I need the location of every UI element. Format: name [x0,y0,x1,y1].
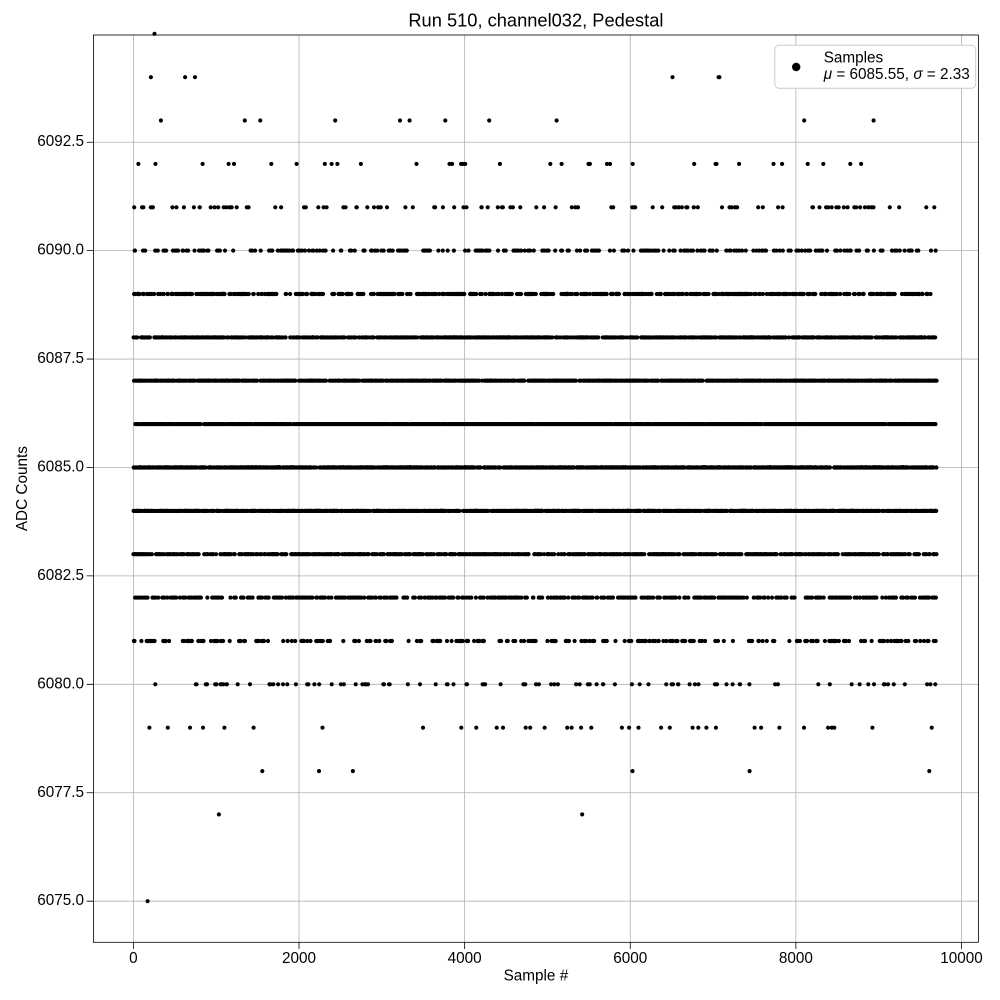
svg-text:Sample #: Sample # [504,968,569,985]
svg-text:2000: 2000 [282,950,316,967]
svg-text:6082.5: 6082.5 [37,567,84,584]
svg-text:μ = 6085.55, σ = 2.33: μ = 6085.55, σ = 2.33 [823,66,970,83]
svg-text:4000: 4000 [448,950,482,967]
svg-text:6075.0: 6075.0 [37,892,84,909]
svg-text:6000: 6000 [613,950,647,967]
svg-text:6087.5: 6087.5 [37,350,84,367]
svg-text:6090.0: 6090.0 [37,242,84,259]
svg-text:0: 0 [129,950,138,967]
svg-text:6077.5: 6077.5 [37,784,84,801]
svg-text:10000: 10000 [940,950,983,967]
svg-text:ADC Counts: ADC Counts [14,446,31,531]
svg-text:6085.0: 6085.0 [37,458,84,475]
svg-text:Run 510, channel032, Pedestal: Run 510, channel032, Pedestal [408,10,663,31]
svg-text:6080.0: 6080.0 [37,675,84,692]
svg-text:8000: 8000 [779,950,813,967]
svg-text:Samples: Samples [824,50,884,67]
svg-text:6092.5: 6092.5 [37,133,84,150]
